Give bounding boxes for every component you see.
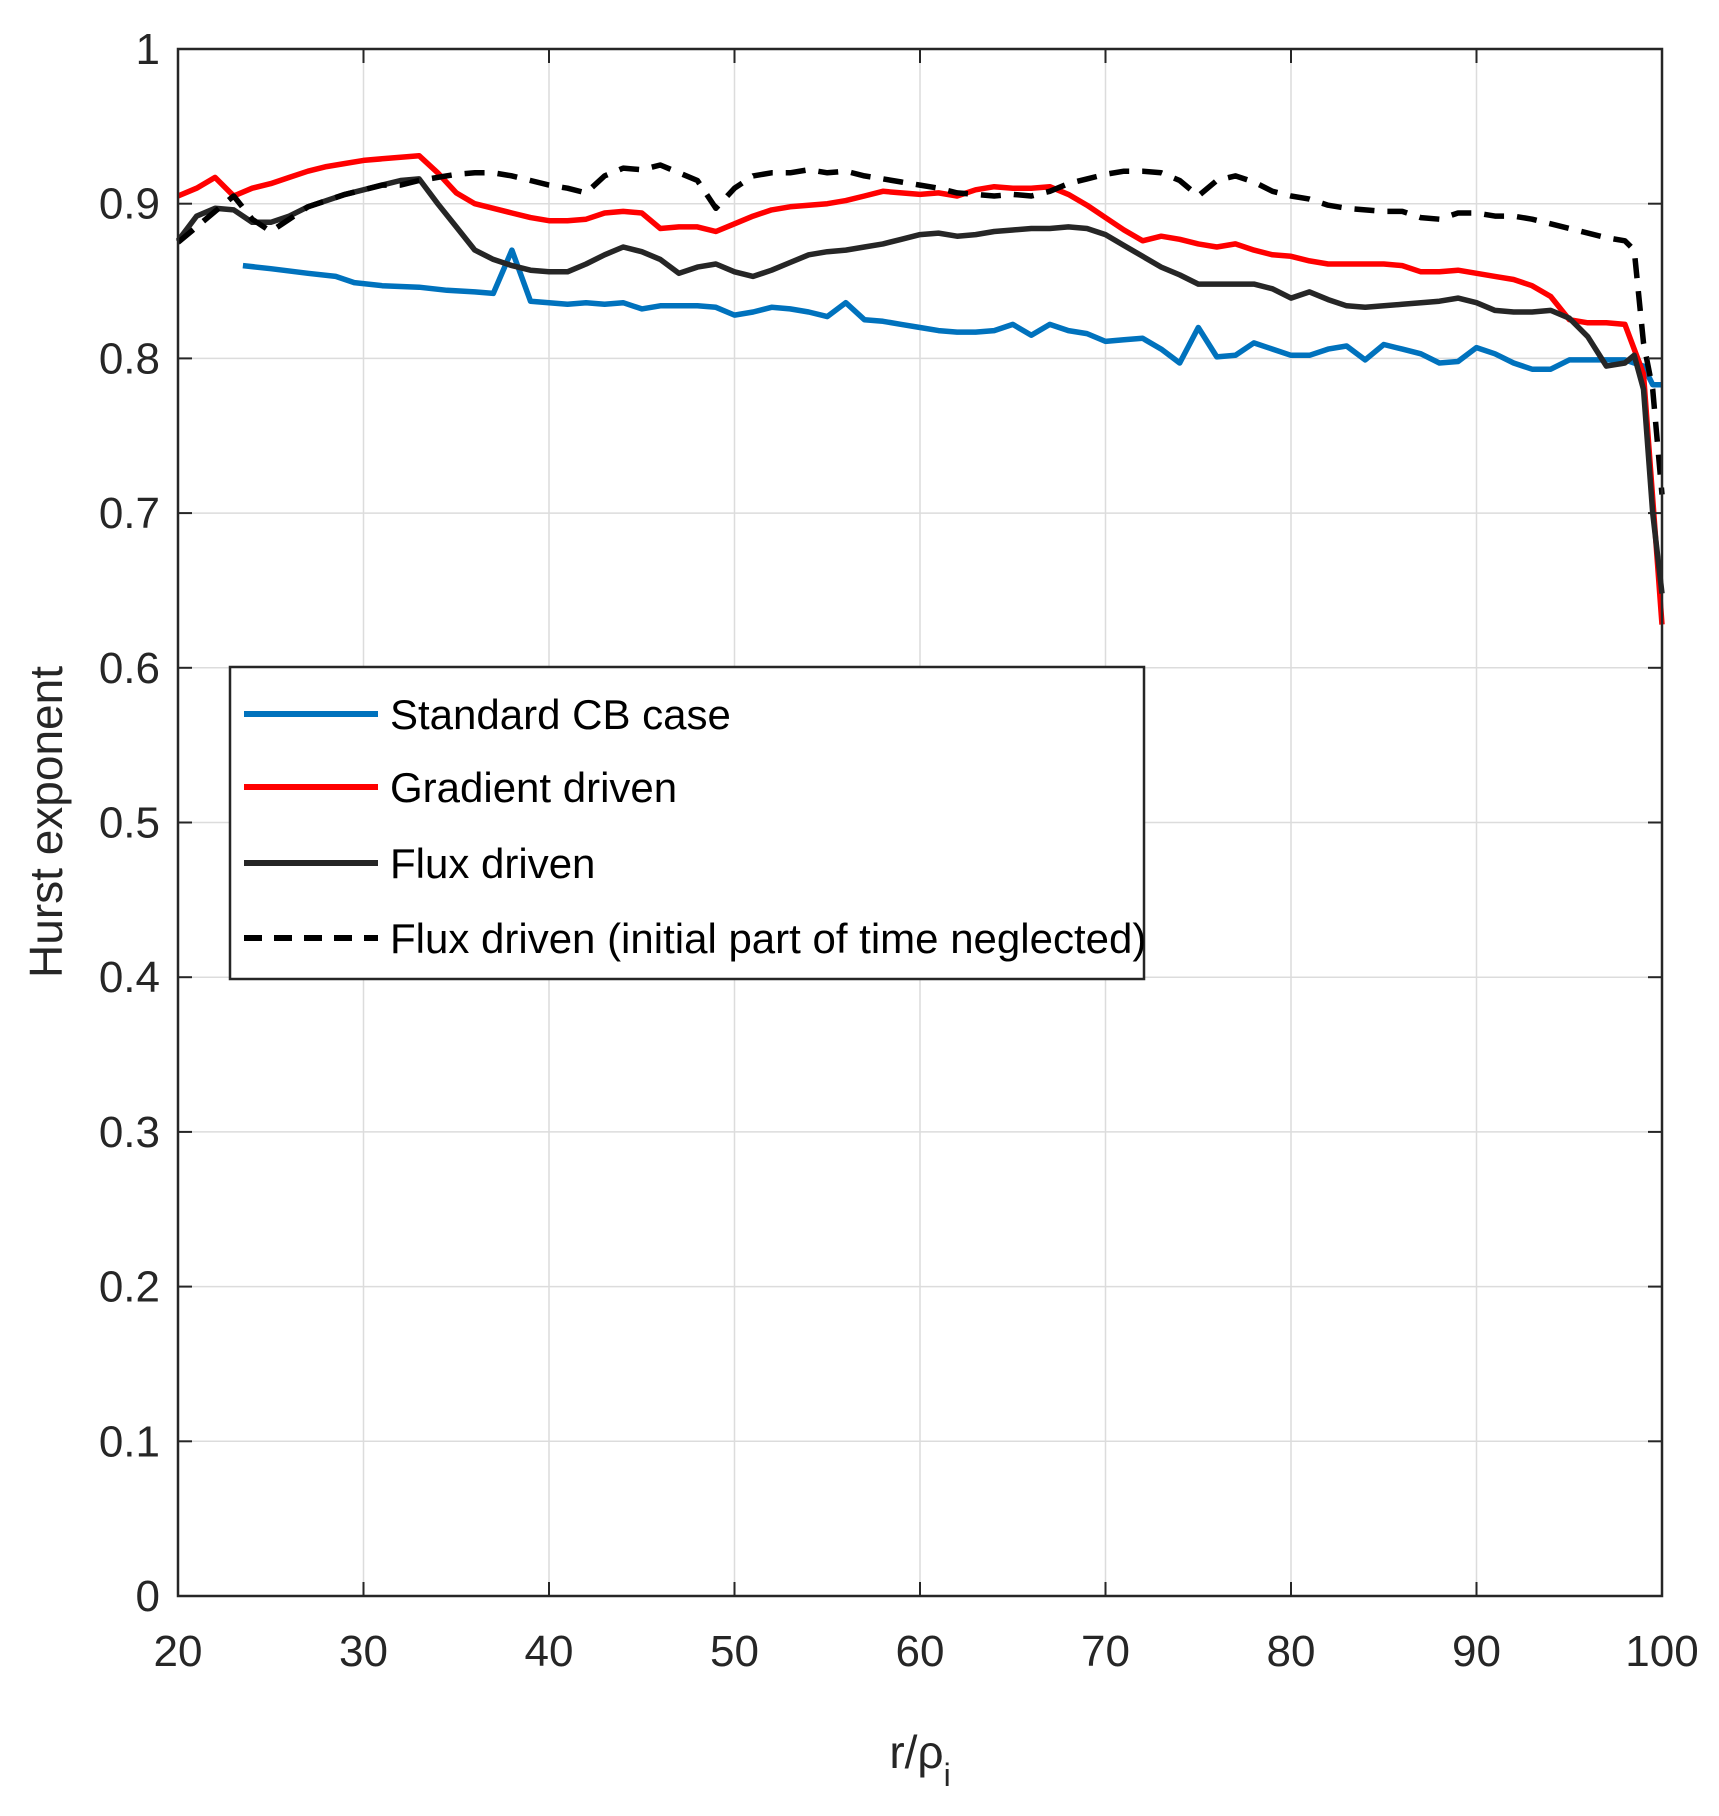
axis-ticks: 20 30 40 50 60 70 80 90 100 0 0.1 0.2 0.3 0.4 0.5 0.6 0.… xyxy=(99,25,1699,1676)
x-axis-label-subscript: i xyxy=(944,1757,951,1793)
legend-label-flux-driven: Flux driven xyxy=(390,840,595,887)
x-tick-label: 60 xyxy=(896,1627,945,1676)
y-tick-label: 0.4 xyxy=(99,953,160,1002)
series-line-gradient-driven xyxy=(176,152,1665,625)
y-tick-label: 0.6 xyxy=(99,644,160,693)
y-tick-label: 0 xyxy=(136,1572,160,1621)
legend-label-standard-cb: Standard CB case xyxy=(390,691,731,738)
legend-label-gradient-driven: Gradient driven xyxy=(390,764,677,811)
y-tick-label: 0.3 xyxy=(99,1108,160,1157)
x-tick-label: 70 xyxy=(1081,1627,1130,1676)
y-tick-label: 0.9 xyxy=(99,180,160,229)
y-tick-label: 0.7 xyxy=(99,489,160,538)
x-tick-label: 50 xyxy=(710,1627,759,1676)
x-tick-label: 20 xyxy=(154,1627,203,1676)
legend-box xyxy=(228,665,1146,981)
series-line-flux-driven xyxy=(175,176,1665,594)
x-tick-label: 100 xyxy=(1625,1627,1698,1676)
series-line-standard-cb xyxy=(242,247,1662,388)
y-tick-label: 0.2 xyxy=(99,1263,160,1312)
x-tick-label: 30 xyxy=(339,1627,388,1676)
legend-label-flux-driven-neglected: Flux driven (initial part of time neglec… xyxy=(390,915,1146,962)
legend: Standard CB case Gradient driven Flux dr… xyxy=(228,665,1146,981)
y-tick-label: 0.1 xyxy=(99,1417,160,1466)
y-tick-label: 0.8 xyxy=(99,334,160,383)
y-tick-label: 1 xyxy=(136,25,160,74)
x-tick-label: 80 xyxy=(1267,1627,1316,1676)
x-tick-label: 40 xyxy=(525,1627,574,1676)
x-tick-label: 90 xyxy=(1452,1627,1501,1676)
x-axis-label-main: r/ρ xyxy=(889,1726,943,1778)
data-series xyxy=(175,152,1665,625)
x-axis-label: r/ρi xyxy=(889,1726,950,1793)
y-axis-label: Hurst exponent xyxy=(20,666,72,978)
y-tick-label: 0.5 xyxy=(99,799,160,848)
